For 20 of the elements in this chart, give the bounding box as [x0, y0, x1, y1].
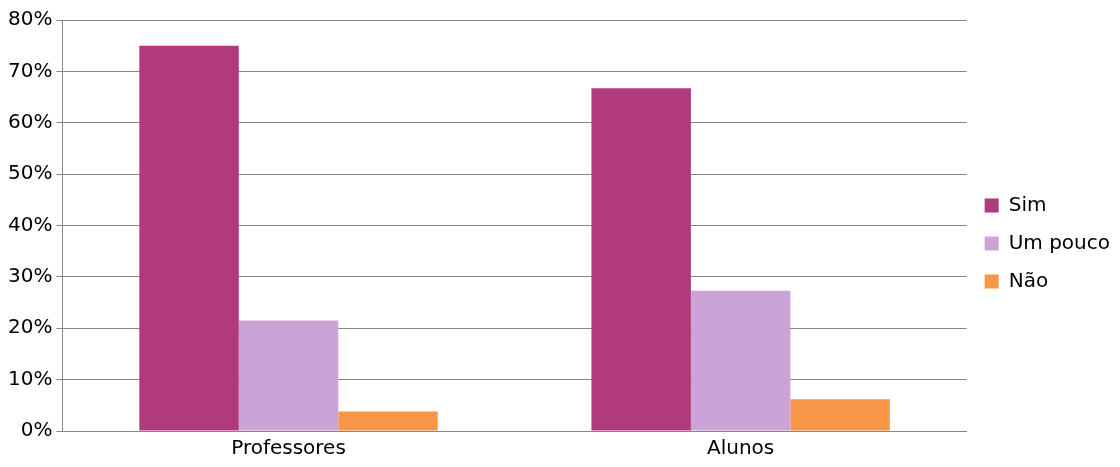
y-tick-label: 20% — [8, 314, 53, 339]
legend-label: Sim — [1008, 191, 1047, 216]
bar — [338, 411, 438, 431]
bar — [790, 399, 890, 431]
bar — [139, 45, 239, 431]
y-tick-label: 30% — [8, 263, 53, 288]
y-tick-label: 50% — [8, 160, 53, 185]
bar — [238, 320, 339, 431]
legend-label: Um pouco — [1008, 229, 1111, 254]
y-tick-label: 70% — [8, 57, 53, 82]
y-tick-label: 0% — [20, 417, 53, 442]
y-tick-label: 10% — [8, 365, 53, 390]
y-tick-label: 60% — [8, 108, 53, 133]
y-tick-label: 40% — [8, 211, 53, 236]
bar — [690, 290, 791, 431]
bar — [591, 88, 691, 431]
y-tick-label: 80% — [8, 6, 53, 31]
x-tick-label: Alunos — [707, 435, 775, 460]
legend-label: Não — [1008, 267, 1049, 292]
x-tick-label: Professores — [231, 435, 346, 460]
